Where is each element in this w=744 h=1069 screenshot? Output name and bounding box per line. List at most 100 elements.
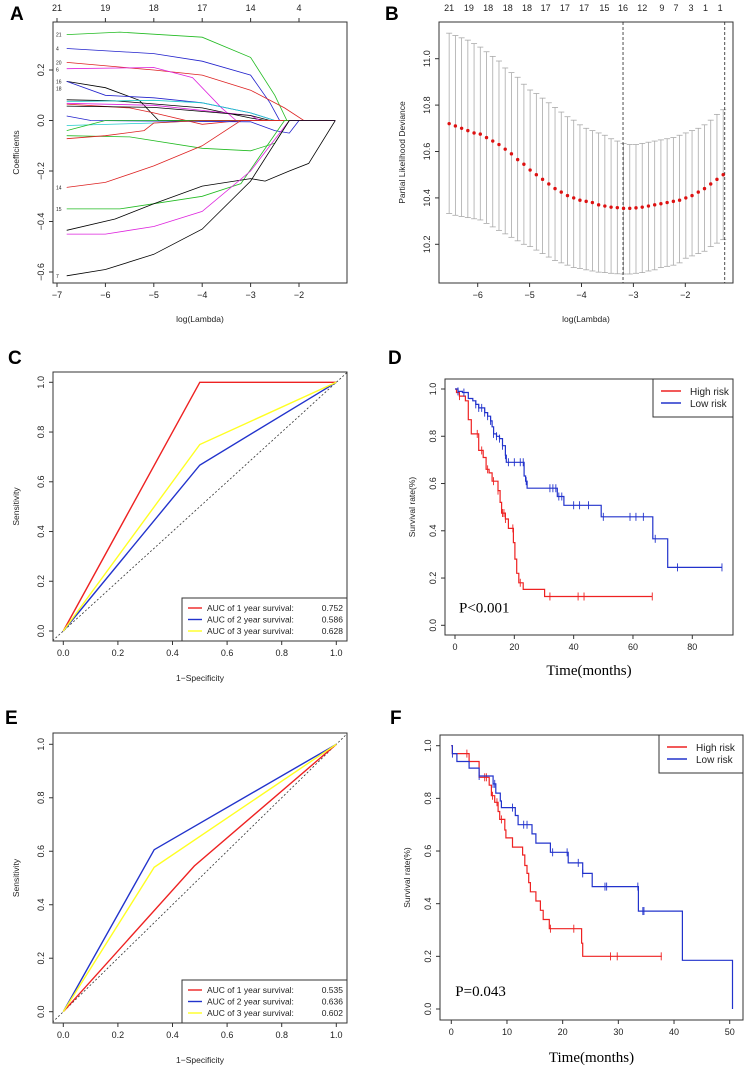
x-axis-title: Time(months) <box>549 1050 634 1066</box>
coefficient-path <box>66 120 336 277</box>
x-tick-label: 0.6 <box>221 1030 234 1040</box>
deviance-point <box>559 190 563 194</box>
top-tick-label: 16 <box>618 3 628 13</box>
coefficient-label: 4 <box>56 47 59 53</box>
legend-value: 0.586 <box>322 615 344 625</box>
legend-label: High risk <box>696 743 736 754</box>
y-tick-label: 1.0 <box>36 738 46 751</box>
top-tick-label: 15 <box>599 3 609 13</box>
x-tick-label: 0.0 <box>57 648 70 658</box>
plot-frame <box>438 21 734 284</box>
y-axis-title: Partial Likelihood Deviance <box>397 101 407 204</box>
coefficient-label: 6 <box>56 67 59 73</box>
x-tick-label: 20 <box>509 642 519 652</box>
y-tick-label: 10.8 <box>422 96 432 114</box>
top-tick-label: 14 <box>246 3 256 13</box>
y-tick-label: 0.2 <box>423 950 433 963</box>
coefficient-path <box>66 67 336 121</box>
x-tick-label: 20 <box>558 1027 568 1037</box>
x-tick-label: −6 <box>100 290 110 300</box>
legend-box <box>181 979 348 1024</box>
y-axis-title: Survival rate(%) <box>407 477 417 538</box>
plot-area <box>455 387 723 601</box>
deviance-point <box>472 131 476 135</box>
x-tick-label: 1.0 <box>330 648 343 658</box>
deviance-point <box>584 199 588 204</box>
coefficient-path <box>66 120 336 210</box>
km-curve <box>451 745 734 1009</box>
coefficient-path <box>66 120 336 188</box>
coefficient-path <box>66 31 336 121</box>
coefficient-path <box>66 120 336 235</box>
x-tick-label: 0.0 <box>57 1030 70 1040</box>
x-tick-label: 0.4 <box>166 648 179 658</box>
legend-label: High risk <box>690 387 730 398</box>
coefficient-path <box>66 105 336 121</box>
legend-box <box>181 597 348 642</box>
y-tick-label: 0.6 <box>36 476 46 489</box>
deviance-point <box>484 135 489 140</box>
x-axis-title: 1−Specificity <box>176 673 225 683</box>
deviance-point <box>528 168 532 172</box>
top-tick-label: 21 <box>52 3 62 13</box>
coefficient-path <box>66 120 336 231</box>
legend-label: AUC of 3 year survival: <box>207 626 294 636</box>
deviance-point <box>628 206 632 211</box>
deviance-point <box>609 205 613 209</box>
deviance-point <box>603 204 607 208</box>
deviance-point <box>515 157 520 162</box>
x-tick-label: −6 <box>473 290 483 300</box>
legend-label: AUC of 1 year survival: <box>207 603 294 613</box>
deviance-point <box>709 182 713 186</box>
deviance-point <box>466 128 470 133</box>
plot-frame <box>444 378 734 636</box>
y-tick-label: 10.4 <box>422 189 432 207</box>
roc-curve <box>62 743 337 1013</box>
coefficient-label: 14 <box>56 185 62 191</box>
x-tick-label: 0.2 <box>112 1030 125 1040</box>
y-tick-label: 0.4 <box>36 898 46 911</box>
deviance-point <box>596 203 601 207</box>
y-tick-label: 0.8 <box>428 430 438 443</box>
panel-a: A −7 −6 −5 −4 −3 −2 0.2 0.0 −0.2 −0.4 −0.6 21 19 18 17 1… <box>10 3 348 324</box>
legend-label: Low risk <box>696 755 734 766</box>
x-tick-label: 30 <box>613 1027 623 1037</box>
y-tick-label: 11.0 <box>422 50 432 67</box>
coefficient-path <box>66 120 336 140</box>
y-tick-label: 0.6 <box>36 845 46 858</box>
x-tick-label: −5 <box>149 290 159 300</box>
legend: AUC of 1 year survival: 0.535 AUC of 2 yea… <box>181 979 348 1024</box>
y-tick-label: 10.6 <box>422 143 432 161</box>
y-tick-label: −0.2 <box>36 162 46 180</box>
top-tick-label: 1 <box>718 3 723 13</box>
deviance-point <box>534 173 539 177</box>
y-axis-title: Coefficients <box>11 130 21 174</box>
deviance-point <box>634 206 638 210</box>
top-tick-label: 3 <box>689 3 694 13</box>
plot-area <box>53 372 347 641</box>
deviance-point <box>715 177 719 182</box>
coefficient-label: 18 <box>56 86 62 92</box>
coefficient-label: 15 <box>56 207 62 213</box>
top-tick-label: 21 <box>444 3 454 13</box>
coefficient-label: 16 <box>56 79 62 85</box>
x-tick-label: 1.0 <box>330 1030 343 1040</box>
p-value-annotation: P=0.043 <box>455 984 506 1000</box>
coefficient-path <box>66 62 336 121</box>
panel-letter: E <box>5 708 18 729</box>
y-tick-label: −0.6 <box>36 263 46 281</box>
deviance-point <box>453 124 458 128</box>
deviance-point <box>646 204 651 208</box>
x-axis-title: log(Lambda) <box>562 314 610 324</box>
roc-curve <box>62 381 337 632</box>
deviance-point <box>459 126 464 130</box>
x-tick-label: 80 <box>687 642 697 652</box>
y-tick-label: 1.0 <box>428 383 438 396</box>
y-tick-label: 0.2 <box>36 575 46 588</box>
y-tick-label: 0.0 <box>36 114 46 127</box>
x-tick-label: −4 <box>197 290 207 300</box>
x-axis-title: 1−Specificity <box>176 1055 225 1065</box>
y-tick-label: 0.2 <box>428 572 438 585</box>
